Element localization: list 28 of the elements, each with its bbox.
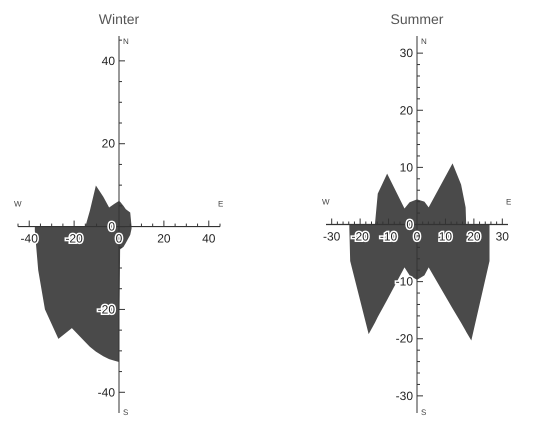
x-tick-label: -20 xyxy=(65,232,84,246)
annotation: E xyxy=(218,200,224,209)
y-tick-label: -40 xyxy=(98,385,116,400)
y-tick-label: 10 xyxy=(400,160,414,174)
annotation: W xyxy=(322,198,330,206)
y-tick-label: 20 xyxy=(400,103,414,118)
y-tick-label: -20 xyxy=(396,332,414,346)
y-tick-label: -10 xyxy=(396,274,414,289)
x-tick-label: 20 xyxy=(467,230,481,244)
x-tick-label: -30 xyxy=(323,230,341,244)
y-tick-label: 30 xyxy=(400,46,414,60)
annotation: W xyxy=(14,200,22,209)
x-tick-label: 40 xyxy=(202,232,216,246)
annotation: S xyxy=(421,408,426,417)
x-tick-label: 20 xyxy=(157,232,171,246)
y-tick-label: 20 xyxy=(102,136,116,151)
annotation: N xyxy=(421,37,427,46)
x-tick-label: 30 xyxy=(496,230,510,244)
y-tick-label: 0 xyxy=(406,218,414,232)
chart-title: Summer xyxy=(390,11,444,27)
y-tick-label: -30 xyxy=(396,388,414,403)
y-tick-label: -20 xyxy=(98,302,116,316)
annotation: N xyxy=(123,37,129,46)
chart-title: Winter xyxy=(98,11,140,27)
annotation: E xyxy=(506,198,512,206)
y-tick-label: 40 xyxy=(102,54,116,68)
x-tick-label: -20 xyxy=(351,230,370,244)
annotation: S xyxy=(123,408,128,417)
